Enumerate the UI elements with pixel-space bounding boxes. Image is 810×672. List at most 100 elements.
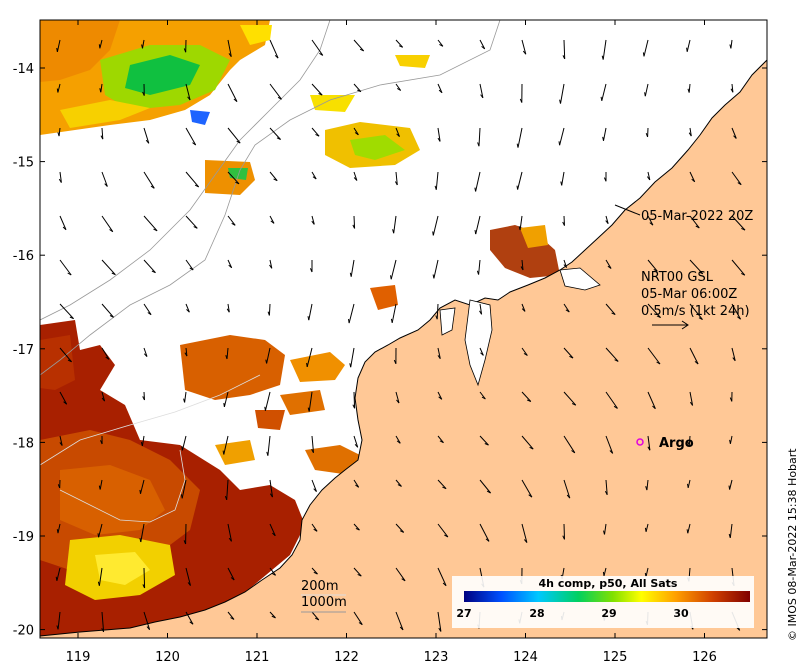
current-vector-head bbox=[63, 401, 68, 405]
credit-text: © IMOS 08-Mar-2022 15:38 Hobart bbox=[786, 448, 799, 641]
current-vector-head bbox=[272, 532, 276, 537]
current-vector bbox=[98, 523, 103, 538]
current-vector bbox=[56, 567, 61, 581]
current-vector-head bbox=[319, 52, 324, 56]
current-vector bbox=[395, 435, 401, 444]
current-vector-head bbox=[100, 440, 103, 445]
current-vector-head bbox=[56, 529, 59, 534]
current-vector-head bbox=[736, 627, 741, 631]
current-vector bbox=[59, 259, 72, 276]
current-vector-head bbox=[271, 572, 276, 576]
current-vector bbox=[143, 567, 146, 589]
current-vector-head bbox=[140, 441, 143, 447]
current-vector bbox=[519, 215, 523, 231]
current-vector-head bbox=[481, 46, 486, 50]
current-vector bbox=[731, 127, 737, 139]
current-vector bbox=[729, 479, 733, 490]
current-vector bbox=[143, 215, 158, 232]
current-vector bbox=[563, 347, 574, 359]
current-vector bbox=[142, 39, 145, 49]
current-vector bbox=[647, 391, 656, 409]
current-vector-head bbox=[142, 396, 145, 401]
current-vector bbox=[59, 303, 74, 320]
current-vector bbox=[185, 347, 188, 357]
current-vector-head bbox=[145, 139, 150, 144]
current-vector-head bbox=[439, 43, 444, 47]
current-vector-head bbox=[437, 137, 441, 142]
current-vector-head bbox=[98, 485, 101, 490]
current-vector-head bbox=[689, 401, 694, 406]
current-vector-head bbox=[146, 626, 150, 631]
current-vector-head bbox=[397, 484, 402, 487]
current-vector-head bbox=[605, 220, 609, 225]
current-scale: 0.5m/s (1kt 24h) bbox=[641, 304, 750, 319]
current-vector-head bbox=[314, 617, 320, 621]
current-vector bbox=[101, 391, 106, 402]
current-vector bbox=[353, 479, 360, 488]
current-vector-head bbox=[562, 221, 565, 226]
lon-tick-label: 122 bbox=[334, 650, 359, 665]
current-vector bbox=[311, 215, 315, 225]
current-vector-head bbox=[59, 442, 63, 446]
current-vector-head bbox=[480, 94, 484, 99]
current-vector-head bbox=[109, 315, 114, 318]
current-vector-head bbox=[566, 494, 571, 499]
lat-tick-label: -19 bbox=[13, 530, 34, 545]
current-vector bbox=[143, 171, 155, 189]
current-vector bbox=[688, 435, 691, 446]
current-vector-head bbox=[67, 272, 72, 276]
current-vector bbox=[268, 303, 271, 316]
current-vector bbox=[561, 171, 565, 186]
current-vector bbox=[181, 479, 187, 499]
current-vector bbox=[350, 259, 355, 277]
current-vector-head bbox=[264, 406, 266, 411]
current-vector bbox=[58, 127, 61, 137]
current-vector bbox=[59, 391, 68, 405]
current-vector bbox=[689, 391, 694, 406]
lon-tick-label: 121 bbox=[245, 650, 270, 665]
current-vector-head bbox=[311, 220, 315, 225]
current-vector-head bbox=[602, 136, 604, 141]
current-vector bbox=[353, 523, 360, 531]
current-vector-head bbox=[230, 617, 235, 620]
lat-tick-label: -17 bbox=[13, 343, 34, 358]
current-vector-head bbox=[694, 361, 699, 365]
current-vector-head bbox=[396, 399, 400, 404]
current-vector-head bbox=[397, 87, 401, 91]
current-vector-head bbox=[600, 96, 603, 101]
current-vector bbox=[395, 479, 402, 487]
current-vector-head bbox=[187, 582, 191, 586]
current-vector-head bbox=[223, 402, 225, 407]
current-vector-head bbox=[477, 142, 480, 147]
current-vector-head bbox=[730, 88, 734, 93]
current-vector bbox=[390, 259, 397, 280]
current-vector bbox=[602, 39, 607, 60]
current-vector bbox=[185, 567, 191, 586]
current-vector bbox=[436, 303, 439, 320]
current-vector bbox=[143, 391, 145, 401]
current-vector-head bbox=[318, 93, 323, 96]
current-vector-head bbox=[313, 488, 317, 492]
current-vector-head bbox=[688, 132, 692, 137]
current-vector bbox=[605, 303, 616, 315]
current-vector bbox=[605, 347, 619, 362]
current-vector-head bbox=[141, 44, 143, 49]
current-vector bbox=[479, 83, 484, 99]
current-vector-head bbox=[153, 228, 158, 232]
current-vector-head bbox=[235, 181, 240, 185]
current-vector-head bbox=[353, 177, 358, 181]
current-vector-head bbox=[737, 316, 741, 320]
current-vector bbox=[227, 127, 241, 144]
current-vector bbox=[521, 303, 526, 312]
current-vector-head bbox=[313, 571, 318, 575]
colorbar-tick-label: 30 bbox=[673, 607, 689, 620]
current-vector bbox=[269, 479, 273, 498]
current-vector bbox=[647, 303, 661, 318]
current-vector-head bbox=[69, 316, 74, 320]
current-vector bbox=[521, 435, 534, 450]
current-vectors bbox=[55, 39, 746, 633]
current-vector bbox=[563, 435, 576, 454]
current-vector bbox=[353, 171, 358, 181]
current-vector-head bbox=[55, 576, 58, 581]
current-vector-head bbox=[438, 627, 442, 632]
